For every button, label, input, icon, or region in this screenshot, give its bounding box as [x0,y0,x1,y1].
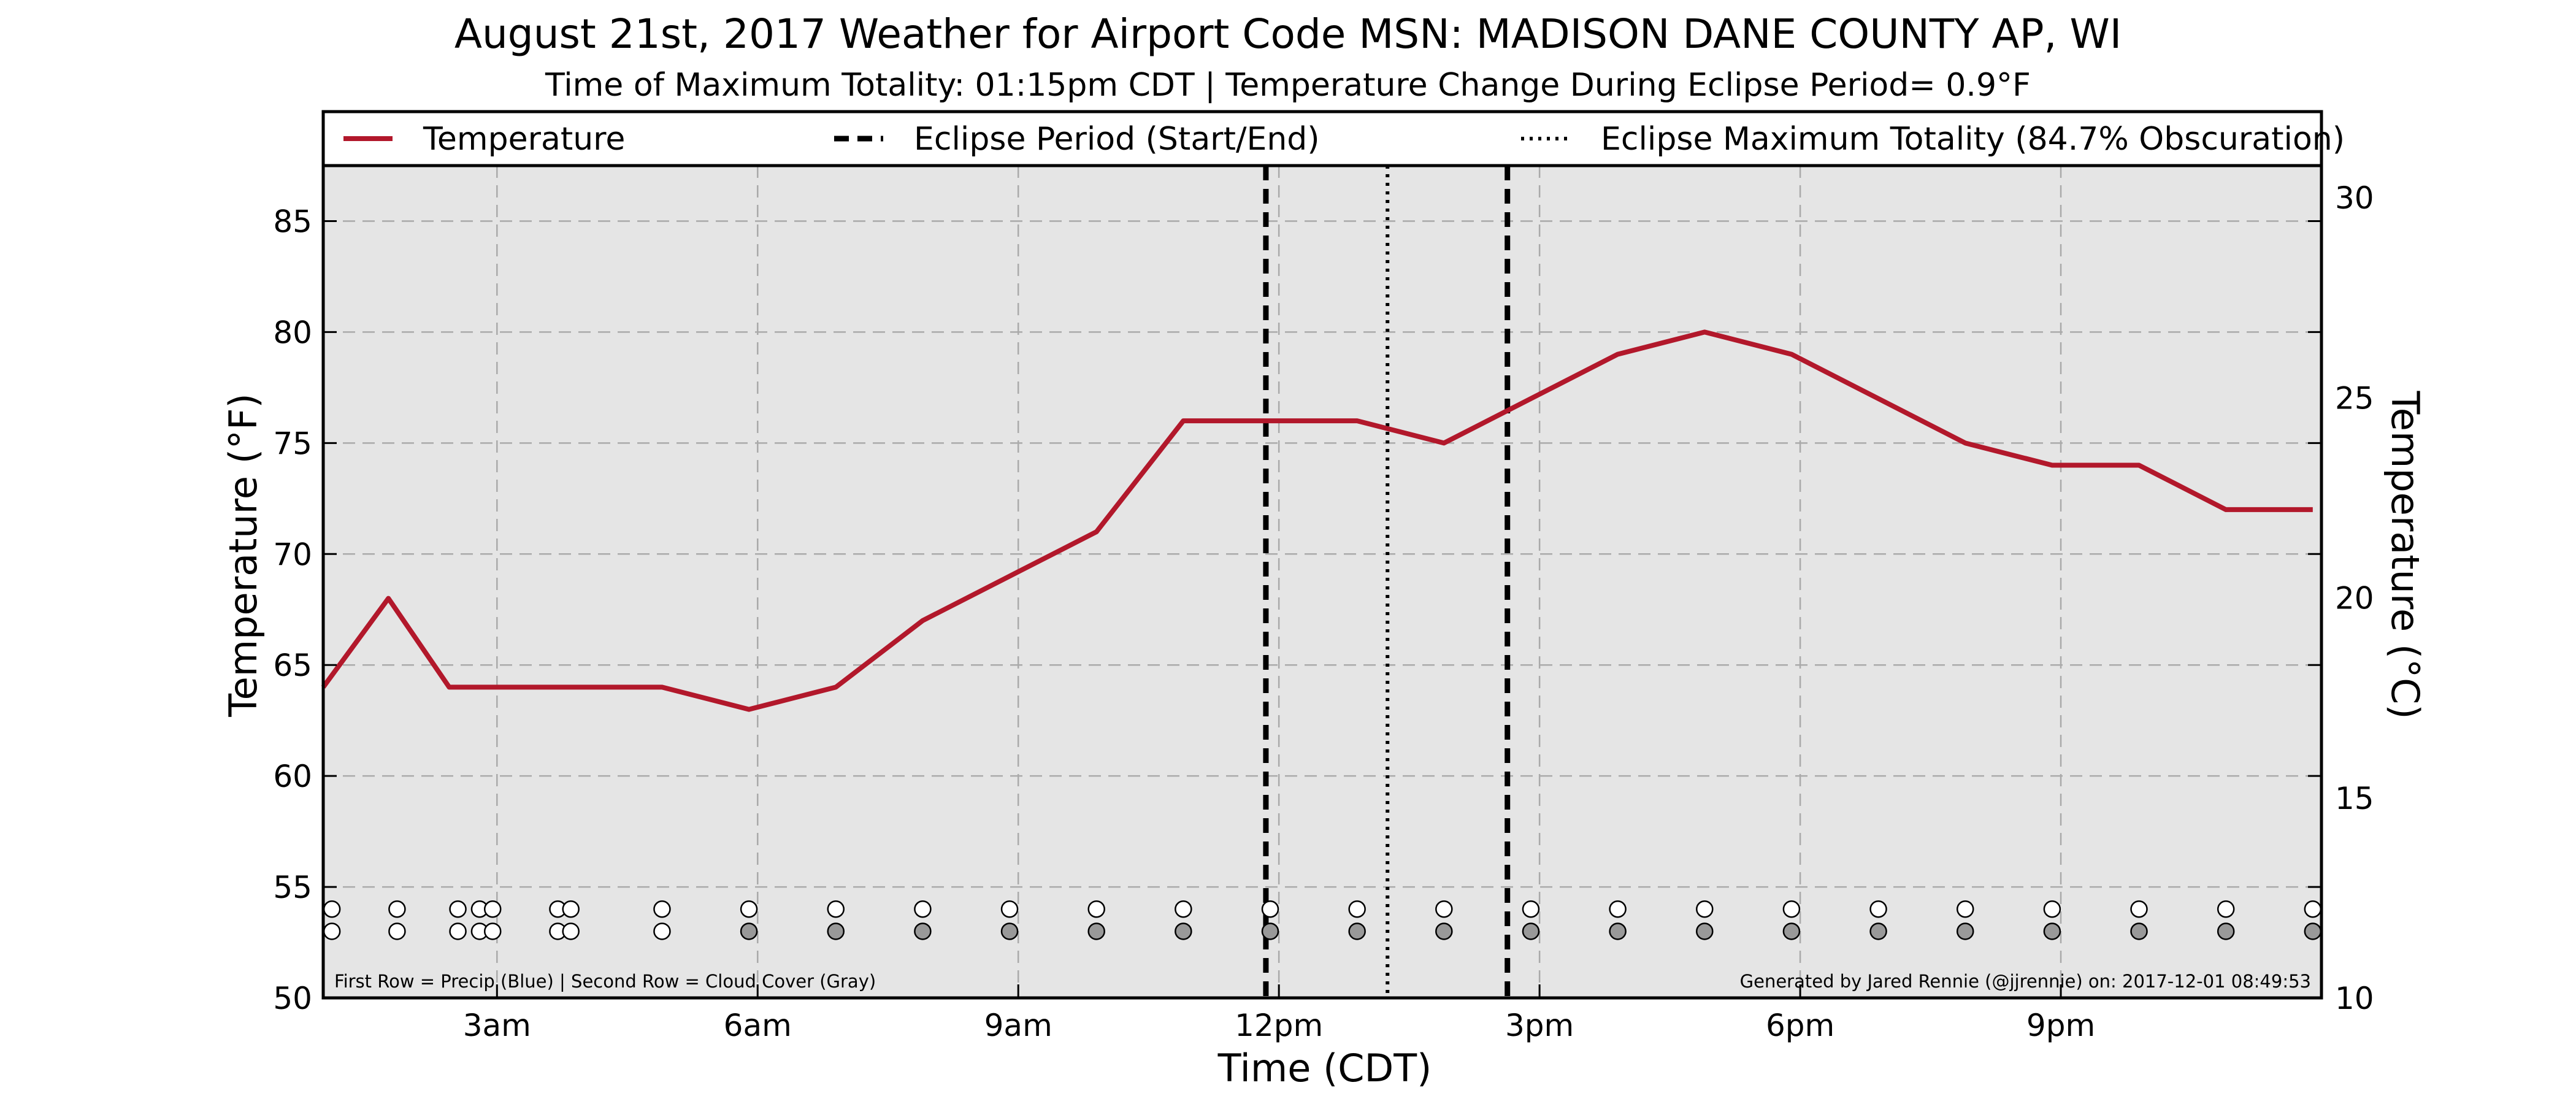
precip-marker [1261,900,1279,918]
cloud-cover-marker [449,922,467,940]
cloud-cover-marker [2130,922,2148,940]
cloud-cover-marker [2043,922,2061,940]
cloud-cover-marker [1956,922,1974,940]
legend-label: Eclipse Period (Start/End) [914,121,1320,158]
x-tick-label: 3pm [1505,1008,1574,1043]
chart-title: August 21st, 2017 Weather for Airport Co… [454,10,2122,58]
y-axis-label-right: Temperature (°C) [2383,390,2428,719]
precip-marker [1696,900,1714,918]
plot-area [323,166,2321,998]
cloud-cover-marker [1348,922,1366,940]
x-tick-label: 9pm [2026,1008,2095,1043]
x-tick-label: 9am [984,1008,1052,1043]
temperature-line [321,329,2313,712]
series-layer [321,329,2313,712]
y-right-tick-label: 30 [2335,180,2374,216]
y-right-tick-label: 25 [2335,380,2374,416]
y-right-tick-label: 15 [2335,781,2374,816]
precip-marker [1348,900,1366,918]
y-tick-label: 80 [273,315,312,350]
legend-label: Temperature [423,121,625,158]
eclipse-lines [1263,166,1511,998]
cloud-cover-marker [1261,922,1279,940]
grid-lines [323,166,2321,998]
y-tick-label: 50 [273,981,312,1016]
cloud-cover-marker [653,922,671,940]
y-tick-label: 75 [273,426,312,461]
cloud-cover-marker [740,922,758,940]
annotation-bottom-left: First Row = Precip (Blue) | Second Row =… [334,971,876,992]
precip-marker [653,900,671,918]
precip-marker [2130,900,2148,918]
precip-marker [2043,900,2061,918]
precip-marker [1000,900,1019,918]
precip-marker [1782,900,1801,918]
cloud-cover-marker [1696,922,1714,940]
cloud-cover-marker [914,922,932,940]
precip-marker [1175,900,1192,918]
chart-subtitle: Time of Maximum Totality: 01:15pm CDT | … [545,67,2031,104]
precip-marker [449,900,467,918]
precip-marker [827,900,845,918]
precip-marker [1956,900,1974,918]
cloud-cover-marker [1609,922,1627,940]
y-axis-label-left: Temperature (°F) [221,393,266,717]
y-tick-label: 65 [273,648,312,683]
precip-marker [914,900,932,918]
cloud-cover-marker [2217,922,2235,940]
precip-marker [1087,900,1105,918]
cloud-cover-marker [1087,922,1105,940]
y-right-tick-label: 20 [2335,581,2374,616]
cloud-cover-marker [562,922,580,940]
precip-marker [740,900,758,918]
y-right-tick-label: 10 [2335,981,2374,1016]
cloud-cover-marker [323,922,341,940]
observation-markers [323,900,2322,940]
cloud-cover-marker [1522,922,1540,940]
cloud-cover-marker [2304,922,2322,940]
legend-label: Eclipse Maximum Totality (84.7% Obscurat… [1601,121,2345,158]
precip-marker [388,900,406,918]
precip-marker [1609,900,1627,918]
precip-marker [323,900,341,918]
precip-marker [2217,900,2235,918]
y-tick-label: 85 [273,204,312,239]
x-tick-label: 6pm [1766,1008,1834,1043]
x-tick-label: 6am [724,1008,792,1043]
cloud-cover-marker [827,922,845,940]
cloud-cover-marker [388,922,406,940]
cloud-cover-marker [1869,922,1887,940]
y-tick-label: 70 [273,537,312,572]
annotation-bottom-right: Generated by Jared Rennie (@jjrennie) on… [1740,971,2311,992]
axis-ticks: 50 55 60 65 70 75 80 85 3am 6am 9am 12pm 3pm 6pm 9pm 10… [273,180,2374,1043]
cloud-cover-marker [1175,922,1192,940]
precip-marker [1869,900,1887,918]
precip-marker [562,900,580,918]
precip-marker [2304,900,2322,918]
x-axis-label: Time (CDT) [1217,1046,1432,1091]
x-tick-label: 12pm [1235,1008,1323,1043]
precip-marker [483,900,502,918]
y-tick-label: 60 [273,759,312,794]
x-tick-label: 3am [463,1008,531,1043]
precip-marker [1435,900,1453,918]
cloud-cover-marker [483,922,502,940]
legend: Temperature Eclipse Period (Start/End) Ecl… [343,121,2345,158]
cloud-cover-marker [1782,922,1801,940]
cloud-cover-marker [1435,922,1453,940]
cloud-cover-marker [1000,922,1019,940]
precip-marker [1522,900,1540,918]
y-tick-label: 55 [273,870,312,905]
